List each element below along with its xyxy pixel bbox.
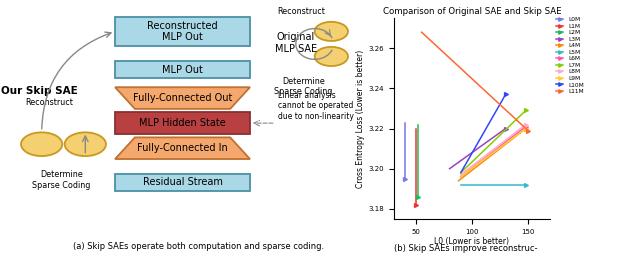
Y-axis label: Cross Entropy Loss (Lower is better): Cross Entropy Loss (Lower is better) (356, 49, 365, 188)
Bar (115, 17, 250, 46)
Text: Determine
Sparse Coding: Determine Sparse Coding (275, 77, 333, 96)
Text: MLP Hidden State: MLP Hidden State (139, 118, 226, 128)
Text: Reconstructed
MLP Out: Reconstructed MLP Out (147, 21, 218, 42)
Text: Reconstruct: Reconstruct (278, 8, 326, 17)
Circle shape (315, 47, 348, 66)
Bar (115, 174, 250, 191)
Bar (115, 112, 250, 134)
Legend: L0M, L1M, L2M, L3M, L4M, L5M, L6M, L7M, L8M, L9M, L10M, L11M: L0M, L1M, L2M, L3M, L4M, L5M, L6M, L7M, … (556, 17, 584, 94)
Text: Our Skip SAE: Our Skip SAE (1, 86, 78, 96)
Text: Linear analysis
cannot be operated
due to non-linearity: Linear analysis cannot be operated due t… (278, 91, 354, 121)
Text: MLP Out: MLP Out (162, 64, 203, 75)
Circle shape (21, 132, 62, 156)
Text: Original
MLP SAE: Original MLP SAE (275, 32, 317, 54)
Polygon shape (115, 137, 250, 159)
Text: Residual Stream: Residual Stream (143, 177, 223, 188)
Text: Fully-Connected Out: Fully-Connected Out (133, 93, 232, 103)
Title: Comparison of Original SAE and Skip SAE: Comparison of Original SAE and Skip SAE (383, 7, 561, 16)
Text: (a) Skip SAEs operate both computation and sparse coding.: (a) Skip SAEs operate both computation a… (73, 242, 324, 251)
Text: Determine
Sparse Coding: Determine Sparse Coding (32, 170, 91, 190)
Text: (b) Skip SAEs improve reconstruc-: (b) Skip SAEs improve reconstruc- (394, 243, 537, 253)
Circle shape (315, 22, 348, 41)
Circle shape (65, 132, 106, 156)
X-axis label: L0 (Lower is better): L0 (Lower is better) (435, 237, 509, 246)
Text: Reconstruct: Reconstruct (26, 98, 74, 107)
Bar (115, 61, 250, 78)
Text: Fully-Connected In: Fully-Connected In (137, 143, 228, 153)
Polygon shape (115, 87, 250, 109)
